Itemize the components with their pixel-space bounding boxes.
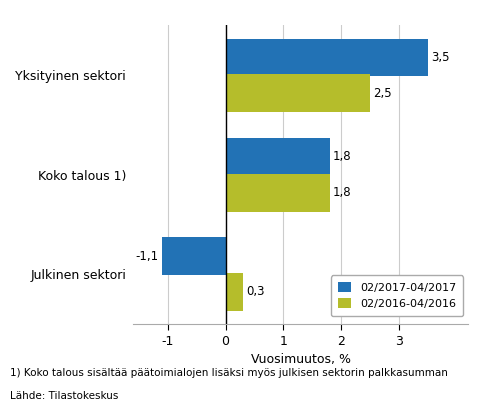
- Text: 2,5: 2,5: [374, 87, 392, 100]
- Text: 3,5: 3,5: [431, 51, 450, 64]
- Text: -1,1: -1,1: [136, 250, 159, 262]
- Text: Lähde: Tilastokeskus: Lähde: Tilastokeskus: [10, 391, 118, 401]
- X-axis label: Vuosimuutos, %: Vuosimuutos, %: [251, 354, 351, 366]
- Text: 1) Koko talous sisältää päätoimialojen lisäksi myös julkisen sektorin palkkasumm: 1) Koko talous sisältää päätoimialojen l…: [10, 368, 448, 378]
- Bar: [226, 174, 330, 211]
- Legend: 02/2017-04/2017, 02/2016-04/2016: 02/2017-04/2017, 02/2016-04/2016: [331, 275, 463, 316]
- Text: 1,8: 1,8: [333, 150, 352, 163]
- Bar: [226, 138, 330, 176]
- Text: 0,3: 0,3: [246, 285, 265, 299]
- Bar: [226, 74, 370, 112]
- Bar: [162, 237, 226, 275]
- Text: 1,8: 1,8: [333, 186, 352, 199]
- Bar: [226, 39, 428, 76]
- Bar: [226, 273, 243, 311]
